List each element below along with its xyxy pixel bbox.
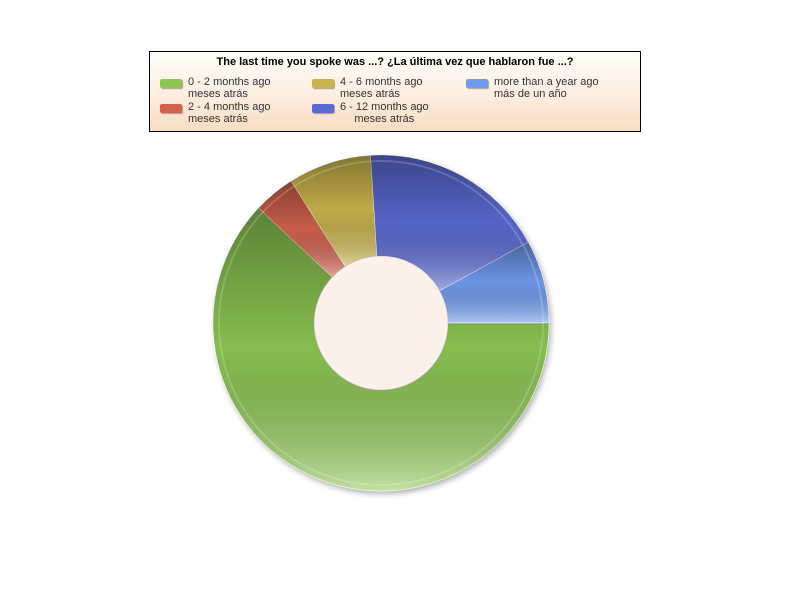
pie-slice-shade-3 [258,181,346,278]
legend-label: 2 - 4 months ago [188,101,271,113]
legend-label: más de un año [494,88,567,100]
legend-swatch [160,79,182,88]
pie-slice-shade-1 [370,155,529,291]
legend-label: meses atrás [354,113,415,125]
legend-swatch [160,104,182,113]
pie-slice-shade-0 [439,242,549,323]
legend-label: more than a year ago [494,76,599,88]
legend: The last time you spoke was ...? ¿La últ… [149,51,641,132]
donut-rim [218,160,544,486]
pie-slice-shade-2 [290,155,377,267]
donut-hole [313,255,449,391]
legend-label: meses atrás [188,113,248,125]
chart-title: The last time you spoke was ...? ¿La últ… [216,56,574,68]
legend-label: 6 - 12 months ago [340,101,429,113]
legend-swatch [312,104,334,113]
legend-swatch [466,79,488,88]
legend-swatch [312,79,334,88]
legend-label: 4 - 6 months ago [340,76,423,88]
legend-label: meses atrás [188,88,248,100]
legend-label: 0 - 2 months ago [188,76,271,88]
legend-label: meses atrás [340,88,400,100]
pie-slice-shade-4 [213,207,549,491]
